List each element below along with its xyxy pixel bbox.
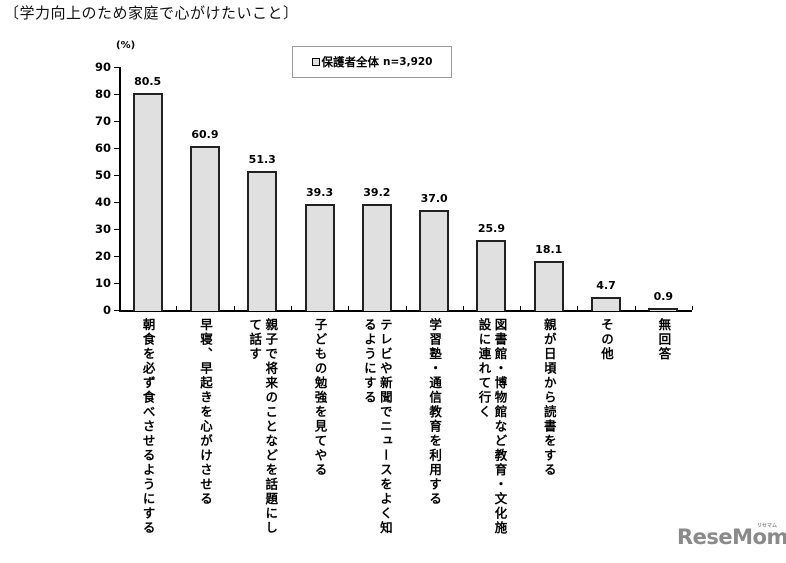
- y-axis-tick: [114, 94, 119, 95]
- x-axis-tick: [577, 306, 579, 310]
- x-axis-category-label: 親が日頃から読書をする: [541, 318, 557, 478]
- legend-label: 保護者全体: [321, 55, 380, 69]
- y-axis-unit-label: (%): [116, 40, 136, 51]
- bar: [247, 171, 278, 311]
- y-axis-tick-label: 50: [94, 168, 111, 182]
- y-axis-tick: [114, 202, 119, 203]
- bar-value-label: 18.1: [535, 243, 563, 257]
- x-axis-tick: [405, 306, 407, 310]
- bar: [361, 204, 392, 311]
- y-axis-tick: [114, 310, 119, 311]
- logo-kana: リセマム: [757, 523, 778, 529]
- x-axis-category-label: 学習塾・通信教育を利用する: [427, 318, 443, 507]
- bar: [304, 203, 335, 311]
- x-axis-category-label: 子どもの勉強を見てやる: [312, 318, 328, 478]
- y-axis-tick: [114, 229, 119, 230]
- x-axis-tick: [462, 306, 464, 310]
- y-axis-tick: [114, 148, 119, 149]
- bar-value-label: 80.5: [134, 74, 162, 88]
- bar-value-label: 37.0: [420, 192, 448, 206]
- y-axis-tick-label: 10: [94, 276, 111, 290]
- resemom-logo: ReseMom リセマム: [677, 523, 786, 549]
- y-axis-tick-label: 80: [94, 87, 111, 101]
- bar: [189, 145, 220, 311]
- bar-value-label: 60.9: [191, 127, 219, 141]
- logo-text: ReseMom: [677, 525, 786, 549]
- x-axis-category-label: その他: [599, 318, 615, 362]
- bar-value-label: 51.3: [248, 153, 276, 167]
- bar: [132, 92, 163, 311]
- bar: [591, 297, 622, 311]
- x-axis-category-label: テレビや新聞でニュースをよく知 るようにする: [361, 318, 393, 536]
- bar: [476, 240, 507, 311]
- y-axis-line: [119, 67, 121, 311]
- bar-value-label: 25.9: [477, 222, 505, 236]
- y-axis-tick-label: 60: [94, 141, 111, 155]
- y-axis-tick: [114, 283, 119, 284]
- x-axis-tick: [520, 306, 522, 310]
- bar-value-label: 39.2: [363, 186, 391, 200]
- y-axis-tick: [114, 67, 119, 68]
- chart-title: 〔学力向上のため家庭で心がけたいこと〕: [4, 4, 299, 22]
- bar-value-label: 4.7: [596, 279, 616, 293]
- y-axis-tick-label: 30: [94, 222, 111, 236]
- x-axis-category-label: 図書館・博物館など教育・文化施 設に連れて行く: [476, 318, 508, 536]
- bar-value-label: 39.3: [305, 185, 334, 199]
- x-axis-tick: [176, 306, 178, 310]
- y-axis-tick: [114, 175, 119, 176]
- x-axis-line: [119, 310, 692, 312]
- x-axis-category-label: 朝食を必ず食べさせるようにする: [140, 318, 156, 536]
- bar: [533, 261, 564, 311]
- legend: 保護者全体 n=3,920: [292, 46, 452, 78]
- x-axis-category-label: 無回答: [656, 318, 672, 362]
- x-axis-tick: [348, 306, 350, 310]
- x-axis-tick: [233, 306, 235, 310]
- y-axis-tick-label: 70: [94, 114, 111, 128]
- y-axis-tick-label: 90: [94, 60, 111, 74]
- legend-sample-size: n=3,920: [383, 56, 433, 68]
- x-axis-category-label: 早寝、早起きを心がけさせる: [197, 318, 213, 507]
- y-axis-tick: [114, 121, 119, 122]
- x-axis-category-label: 親子で将来のことなどを話題にし て話す: [247, 318, 279, 536]
- bar: [648, 307, 679, 311]
- bar: [419, 210, 450, 311]
- bar-value-label: 0.9: [653, 289, 674, 303]
- y-axis-tick-label: 40: [94, 195, 111, 209]
- y-axis-tick: [114, 256, 119, 257]
- y-axis-tick-label: 20: [94, 249, 111, 263]
- x-axis-tick: [692, 306, 693, 310]
- legend-swatch-icon: [311, 58, 320, 66]
- x-axis-tick: [634, 306, 636, 310]
- x-axis-tick: [290, 306, 292, 310]
- y-axis-tick-label: 0: [102, 303, 111, 317]
